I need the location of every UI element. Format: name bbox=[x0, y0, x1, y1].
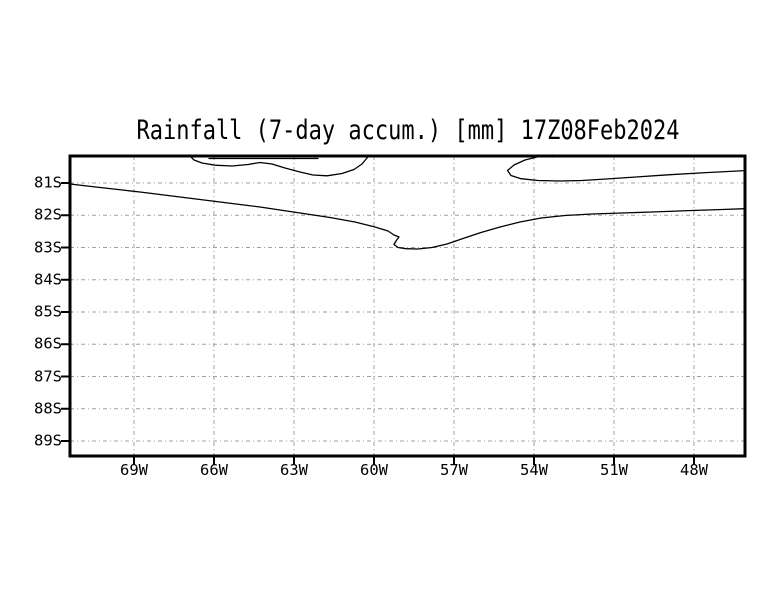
y-axis-label: 83S bbox=[34, 237, 62, 256]
x-axis-label: 48W bbox=[680, 461, 708, 479]
plot-border bbox=[68, 154, 747, 458]
y-axis-label: 84S bbox=[34, 270, 62, 288]
x-axis-label: 66W bbox=[200, 461, 228, 479]
chart-title: Rainfall (7-day accum.) [mm] 17Z08Feb202… bbox=[136, 116, 680, 146]
top-left-wavy-contour bbox=[188, 154, 370, 177]
y-axis-label: 87S bbox=[34, 366, 62, 385]
top-right-hook-contour bbox=[506, 154, 746, 182]
x-axis-label: 57W bbox=[440, 461, 468, 479]
x-axis-label: 51W bbox=[600, 461, 628, 479]
x-axis-label: 63W bbox=[280, 461, 308, 479]
x-axis-label: 60W bbox=[360, 461, 388, 479]
main-contour bbox=[69, 183, 746, 250]
y-axis-label: 85S bbox=[34, 302, 62, 321]
y-axis-label: 86S bbox=[34, 334, 62, 353]
x-axis-label: 54W bbox=[520, 461, 548, 479]
y-axis-label: 82S bbox=[34, 205, 62, 224]
y-axis-label: 81S bbox=[34, 173, 62, 192]
y-axis-label: 88S bbox=[34, 399, 62, 417]
x-axis-label: 69W bbox=[120, 461, 148, 479]
y-axis-label: 89S bbox=[34, 431, 62, 450]
